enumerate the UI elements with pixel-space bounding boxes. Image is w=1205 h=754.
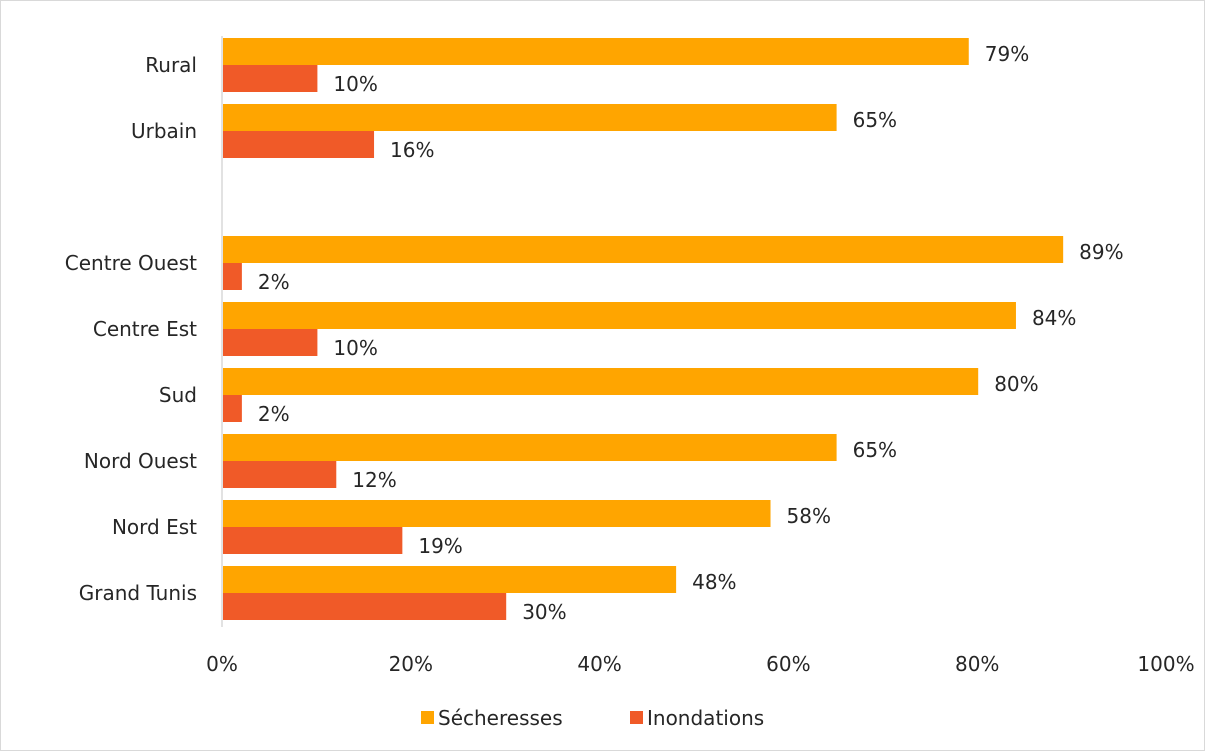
category-label: Grand Tunis bbox=[79, 581, 197, 605]
x-tick-label: 40% bbox=[577, 652, 621, 676]
data-label: 65% bbox=[853, 108, 897, 132]
data-label: 12% bbox=[352, 468, 396, 492]
bar-secheresses bbox=[223, 236, 1064, 263]
category-label: Sud bbox=[159, 383, 197, 407]
data-label: 19% bbox=[418, 534, 462, 558]
data-label: 10% bbox=[333, 72, 377, 96]
bar-inondations bbox=[223, 65, 318, 92]
data-label: 79% bbox=[985, 42, 1029, 66]
bar-inondations bbox=[223, 527, 403, 554]
data-label: 58% bbox=[787, 504, 831, 528]
data-label: 30% bbox=[522, 600, 566, 624]
legend: Sécheresses Inondations bbox=[421, 706, 764, 730]
legend-swatch bbox=[630, 711, 643, 724]
bar-secheresses bbox=[223, 500, 771, 527]
bar-secheresses bbox=[223, 302, 1016, 329]
data-label: 89% bbox=[1079, 240, 1123, 264]
bar-inondations bbox=[223, 263, 242, 290]
category-label: Centre Ouest bbox=[65, 251, 197, 275]
bar-inondations bbox=[223, 593, 507, 620]
bar-secheresses bbox=[223, 104, 837, 131]
bar-inondations bbox=[223, 329, 318, 356]
x-tick-label: 60% bbox=[766, 652, 810, 676]
x-tick-label: 0% bbox=[206, 652, 238, 676]
x-tick-label: 100% bbox=[1137, 652, 1194, 676]
bar-secheresses bbox=[223, 368, 979, 395]
category-label: Nord Est bbox=[112, 515, 197, 539]
bar-secheresses bbox=[223, 38, 969, 65]
data-label: 80% bbox=[994, 372, 1038, 396]
x-tick-label: 20% bbox=[389, 652, 433, 676]
category-label: Rural bbox=[145, 53, 197, 77]
legend-swatch bbox=[421, 711, 434, 724]
bar-inondations bbox=[223, 461, 337, 488]
data-label: 65% bbox=[853, 438, 897, 462]
data-label: 48% bbox=[692, 570, 736, 594]
bar-secheresses bbox=[223, 434, 837, 461]
legend-label: Inondations bbox=[647, 706, 764, 730]
category-label: Urbain bbox=[131, 119, 197, 143]
data-label: 2% bbox=[258, 402, 290, 426]
data-label: 84% bbox=[1032, 306, 1076, 330]
bar-secheresses bbox=[223, 566, 677, 593]
x-tick-label: 80% bbox=[955, 652, 999, 676]
data-label: 10% bbox=[333, 336, 377, 360]
legend-label: Sécheresses bbox=[438, 706, 563, 730]
category-label: Centre Est bbox=[93, 317, 197, 341]
bar-inondations bbox=[223, 131, 375, 158]
data-label: 2% bbox=[258, 270, 290, 294]
bar-inondations bbox=[223, 395, 242, 422]
data-label: 16% bbox=[390, 138, 434, 162]
category-label: Nord Ouest bbox=[84, 449, 197, 473]
